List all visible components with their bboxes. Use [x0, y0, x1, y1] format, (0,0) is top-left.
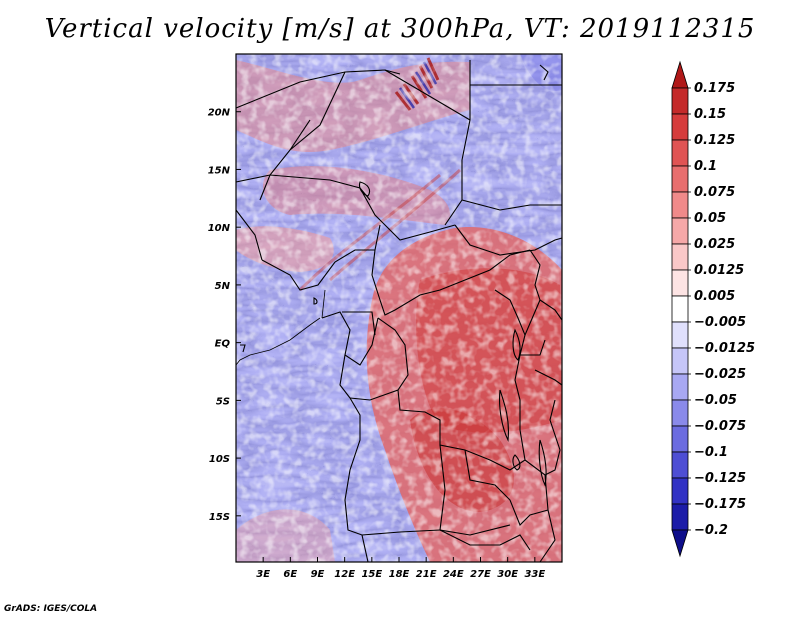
country-borders — [235, 60, 563, 563]
colorbar-swatch — [671, 191, 689, 219]
colorbar-swatch — [671, 529, 689, 558]
lon-tick-label: 33E — [524, 569, 545, 580]
colorbar-swatch — [671, 425, 689, 453]
lat-tick-label: 10N — [208, 223, 231, 234]
colorbar-swatch — [671, 477, 689, 505]
lon-tick-label: 6E — [283, 569, 297, 580]
colorbar-label: −0.075 — [694, 419, 746, 434]
lon-tick-label: 3E — [256, 569, 270, 580]
colorbar-label: 0.05 — [694, 211, 726, 226]
lat-tick-label: 10S — [209, 454, 230, 465]
lon-tick-label: 21E — [416, 569, 437, 580]
colorbar-swatch — [671, 217, 689, 245]
colorbar-label: −0.0125 — [694, 341, 755, 356]
colorbar-label: 0.005 — [694, 289, 735, 304]
colorbar-label: −0.05 — [694, 393, 737, 408]
lat-tick-label: 5N — [215, 281, 231, 292]
colorbar-label: −0.175 — [694, 497, 746, 512]
colorbar-swatch — [671, 269, 689, 297]
colorbar-swatch — [671, 321, 689, 349]
colorbar-swatch — [671, 373, 689, 401]
colorbar-swatch — [671, 295, 689, 323]
colorbar-swatch — [671, 347, 689, 375]
colorbar-swatch — [671, 451, 689, 479]
colorbar-label: 0.075 — [694, 185, 735, 200]
latitude-axis: 20N 15N 10N 5N EQ 5S 10S 15S — [208, 108, 241, 523]
lat-tick-label: 5S — [216, 396, 230, 407]
colorbar-swatch — [671, 113, 689, 141]
colorbar: 0.175 0.15 0.125 0.1 0.075 0.05 0.025 0.0125 0.0… — [671, 60, 755, 558]
colorbar-label: 0.125 — [694, 133, 735, 148]
lon-tick-label: 18E — [389, 569, 410, 580]
colorbar-swatch — [671, 139, 689, 167]
grads-credit: GrADS: IGES/COLA — [4, 604, 98, 614]
colorbar-label: −0.125 — [694, 471, 746, 486]
longitude-axis: 3E 6E 9E 12E 15E 18E 21E 24E 27E 30E 33E — [256, 557, 545, 580]
lat-tick-label: 15S — [209, 512, 230, 523]
lat-tick-label: 20N — [208, 108, 231, 119]
colorbar-label: −0.1 — [694, 445, 728, 460]
lon-tick-label: 15E — [361, 569, 382, 580]
colorbar-label: −0.005 — [694, 315, 746, 330]
colorbar-label: 0.1 — [694, 159, 717, 174]
lon-tick-label: 27E — [470, 569, 491, 580]
colorbar-label: −0.025 — [694, 367, 746, 382]
lon-tick-label: 30E — [497, 569, 518, 580]
colorbar-label: −0.2 — [694, 523, 728, 538]
lat-tick-label: EQ — [215, 339, 231, 350]
lon-tick-label: 12E — [334, 569, 355, 580]
colorbar-swatch — [671, 243, 689, 271]
chart-title: Vertical velocity [m/s] at 300hPa, VT: 2… — [44, 14, 756, 44]
colorbar-swatch — [671, 399, 689, 427]
colorbar-swatch — [671, 87, 689, 115]
colorbar-label: 0.025 — [694, 237, 735, 252]
lat-tick-label: 15N — [208, 165, 231, 176]
colorbar-label: 0.0125 — [694, 263, 744, 278]
lon-tick-label: 9E — [311, 569, 325, 580]
colorbar-label: 0.15 — [694, 107, 726, 122]
colorbar-swatch — [671, 503, 689, 531]
colorbar-swatch — [671, 165, 689, 193]
colorbar-label: 0.175 — [694, 81, 735, 96]
lon-tick-label: 24E — [443, 569, 464, 580]
colorbar-swatch — [671, 60, 689, 89]
